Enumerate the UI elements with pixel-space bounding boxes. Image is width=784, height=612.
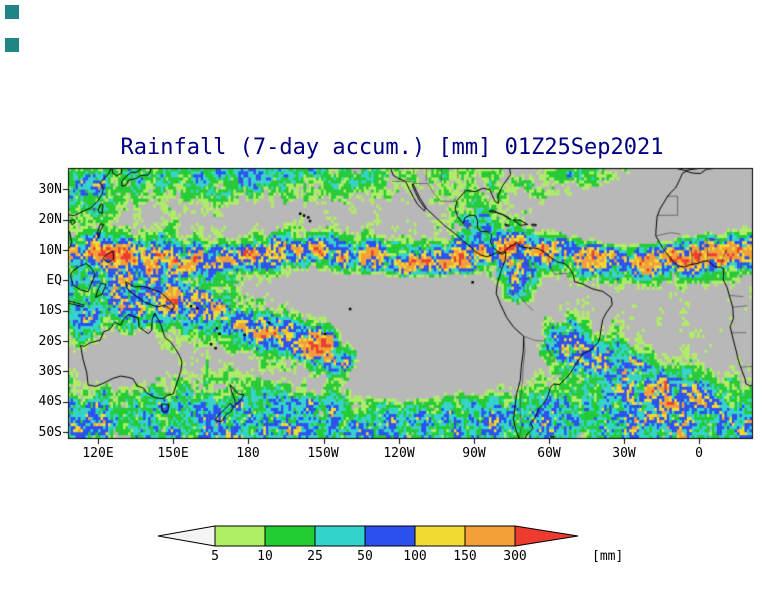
lat-label-20s: 20S [38,334,62,349]
lon-label-150w: 150W [307,446,339,461]
lat-label-40s: 40S [38,394,62,409]
lon-label-180: 180 [236,446,260,461]
legend-arrow-above-300 [514,525,579,547]
legend-unit-label: [mm] [592,549,624,564]
lon-label-30w: 30W [612,446,636,461]
legend-cell-25-50 [314,525,366,547]
legend-label-100: 100 [403,549,427,564]
lon-label-90w: 90W [462,446,486,461]
rainfall-map-canvas [56,160,764,456]
legend-cell-10-25 [264,525,316,547]
legend-label-300: 300 [503,549,527,564]
lat-label-10s: 10S [38,303,62,318]
lat-label-30s: 30S [38,364,62,379]
legend-colorbar [157,525,579,547]
legend-label-10: 10 [257,549,273,564]
lat-label-10n: 10N [38,243,62,258]
legend-cell-100-150 [414,525,466,547]
lat-label-30n: 30N [38,182,62,197]
legend-cell-50-100 [364,525,416,547]
legend-cell-150-300 [464,525,516,547]
legend-arrow-below-5 [157,525,216,547]
legend-label-25: 25 [307,549,323,564]
legend-cell-5-10 [214,525,266,547]
lon-label-150e: 150E [157,446,189,461]
legend-label-50: 50 [357,549,373,564]
lon-label-0: 0 [695,446,703,461]
lon-label-120e: 120E [82,446,114,461]
lat-label-50s: 50S [38,425,62,440]
chart-title: Rainfall (7-day accum.) [mm] 01Z25Sep202… [120,135,664,160]
lat-label-20n: 20N [38,212,62,227]
lat-label-eq: EQ [46,273,62,288]
legend-label-5: 5 [211,549,219,564]
lon-label-120w: 120W [383,446,415,461]
teal-marker-icon [5,5,19,19]
legend-label-150: 150 [453,549,477,564]
lon-label-60w: 60W [537,446,561,461]
teal-marker-icon [5,38,19,52]
